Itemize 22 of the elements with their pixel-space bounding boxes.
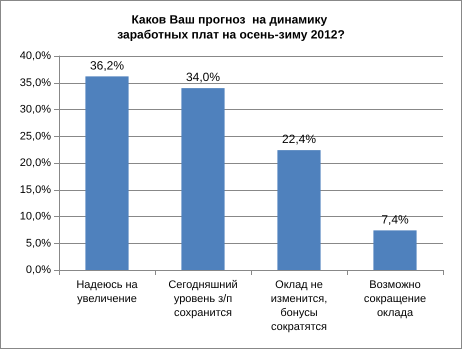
x-tick-label: Надеюсь на увеличение [76, 279, 139, 305]
x-tick-label: Оклад не изменится, бонусы сократятся [270, 279, 328, 333]
bar [277, 150, 321, 270]
y-tick-label: 10,0% [20, 210, 52, 222]
bar [181, 88, 225, 270]
bar [85, 76, 129, 270]
x-tick-label: Сегодняшний уровень з/п сохранится [168, 279, 238, 319]
y-tick-label: 15,0% [20, 184, 52, 196]
chart-title: Каков Ваш прогноз на динамику заработных плат на осень-зиму 2012? [117, 12, 345, 42]
y-tick-label: 5,0% [26, 237, 52, 250]
y-tick-label: 35,0% [20, 76, 52, 89]
data-label: 22,4% [282, 132, 316, 146]
data-label: 7,4% [381, 212, 409, 226]
y-tick-label: 0,0% [26, 264, 52, 276]
y-tick-label: 30,0% [20, 104, 52, 116]
y-tick-label: 20,0% [20, 157, 52, 169]
y-tick-label: 40,0% [20, 50, 52, 62]
data-label: 34,0% [186, 70, 220, 84]
x-tick-label: Возможно сокращение оклада [364, 279, 426, 319]
data-label: 36,2% [90, 58, 124, 72]
y-tick-label: 25,0% [20, 130, 52, 142]
bar [373, 230, 417, 270]
